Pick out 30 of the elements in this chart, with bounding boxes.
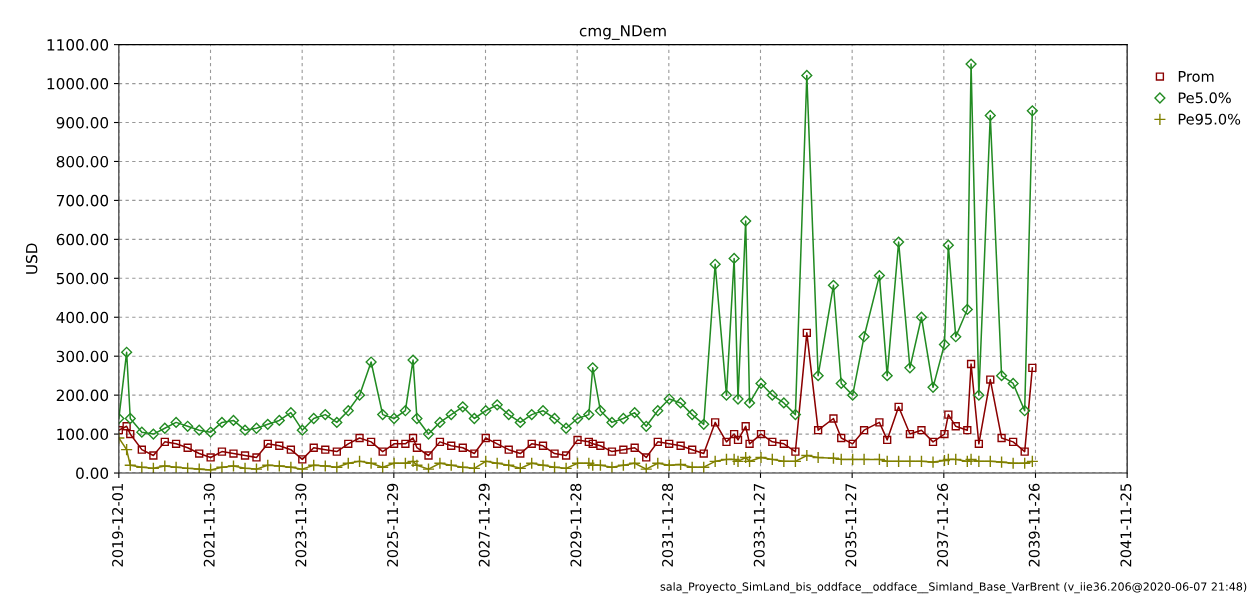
x-tick-label: 2029-11-28 [570, 483, 582, 567]
y-tick-label: 800.00 [56, 155, 109, 168]
y-tick-label: 1000.00 [47, 78, 109, 90]
y-tick-label: 400.00 [56, 311, 109, 324]
y-axis-title: USD [25, 243, 38, 274]
x-tick-label: 2019-12-01 [112, 484, 124, 567]
legend-label: Prom [1178, 71, 1214, 82]
x-tick-label: 2021-11-30 [203, 483, 215, 567]
x-tick-label: 2037-11-26 [937, 483, 949, 567]
x-tick-label: 2031-11-28 [662, 483, 674, 567]
legend-label: Pe5.0% [1178, 92, 1231, 104]
x-tick-label: 2039-11-26 [1028, 483, 1040, 567]
chart-title: cmg_NDem [579, 25, 666, 40]
x-tick-label: 2025-11-29 [387, 483, 399, 567]
x-tick-label: 2027-11-29 [478, 483, 490, 567]
y-tick-label: 0.00 [76, 467, 109, 480]
y-tick-label: 200.00 [56, 389, 109, 402]
y-tick-label: 900.00 [56, 116, 109, 129]
legend-label: Pe95.0% [1178, 113, 1241, 125]
y-tick-label: 300.00 [56, 350, 109, 363]
y-tick-label: 600.00 [56, 233, 109, 246]
y-tick-label: 500.00 [56, 272, 109, 285]
y-tick-label: 1100.00 [47, 39, 109, 51]
y-tick-label: 700.00 [56, 194, 109, 207]
x-tick-label: 2023-11-30 [295, 483, 307, 567]
x-tick-label: 2035-11-27 [845, 483, 857, 567]
text: sala_Proyecto_SimLand_bis_oddface__oddface__Simland_Base_VarBrent (v_iie36.206@2020-06-07 21:48) [660, 582, 1247, 594]
x-tick-label: 2033-11-27 [753, 483, 765, 567]
x-tick-label: 2041-11-25 [1120, 484, 1132, 567]
y-tick-label: 100.00 [57, 428, 109, 441]
